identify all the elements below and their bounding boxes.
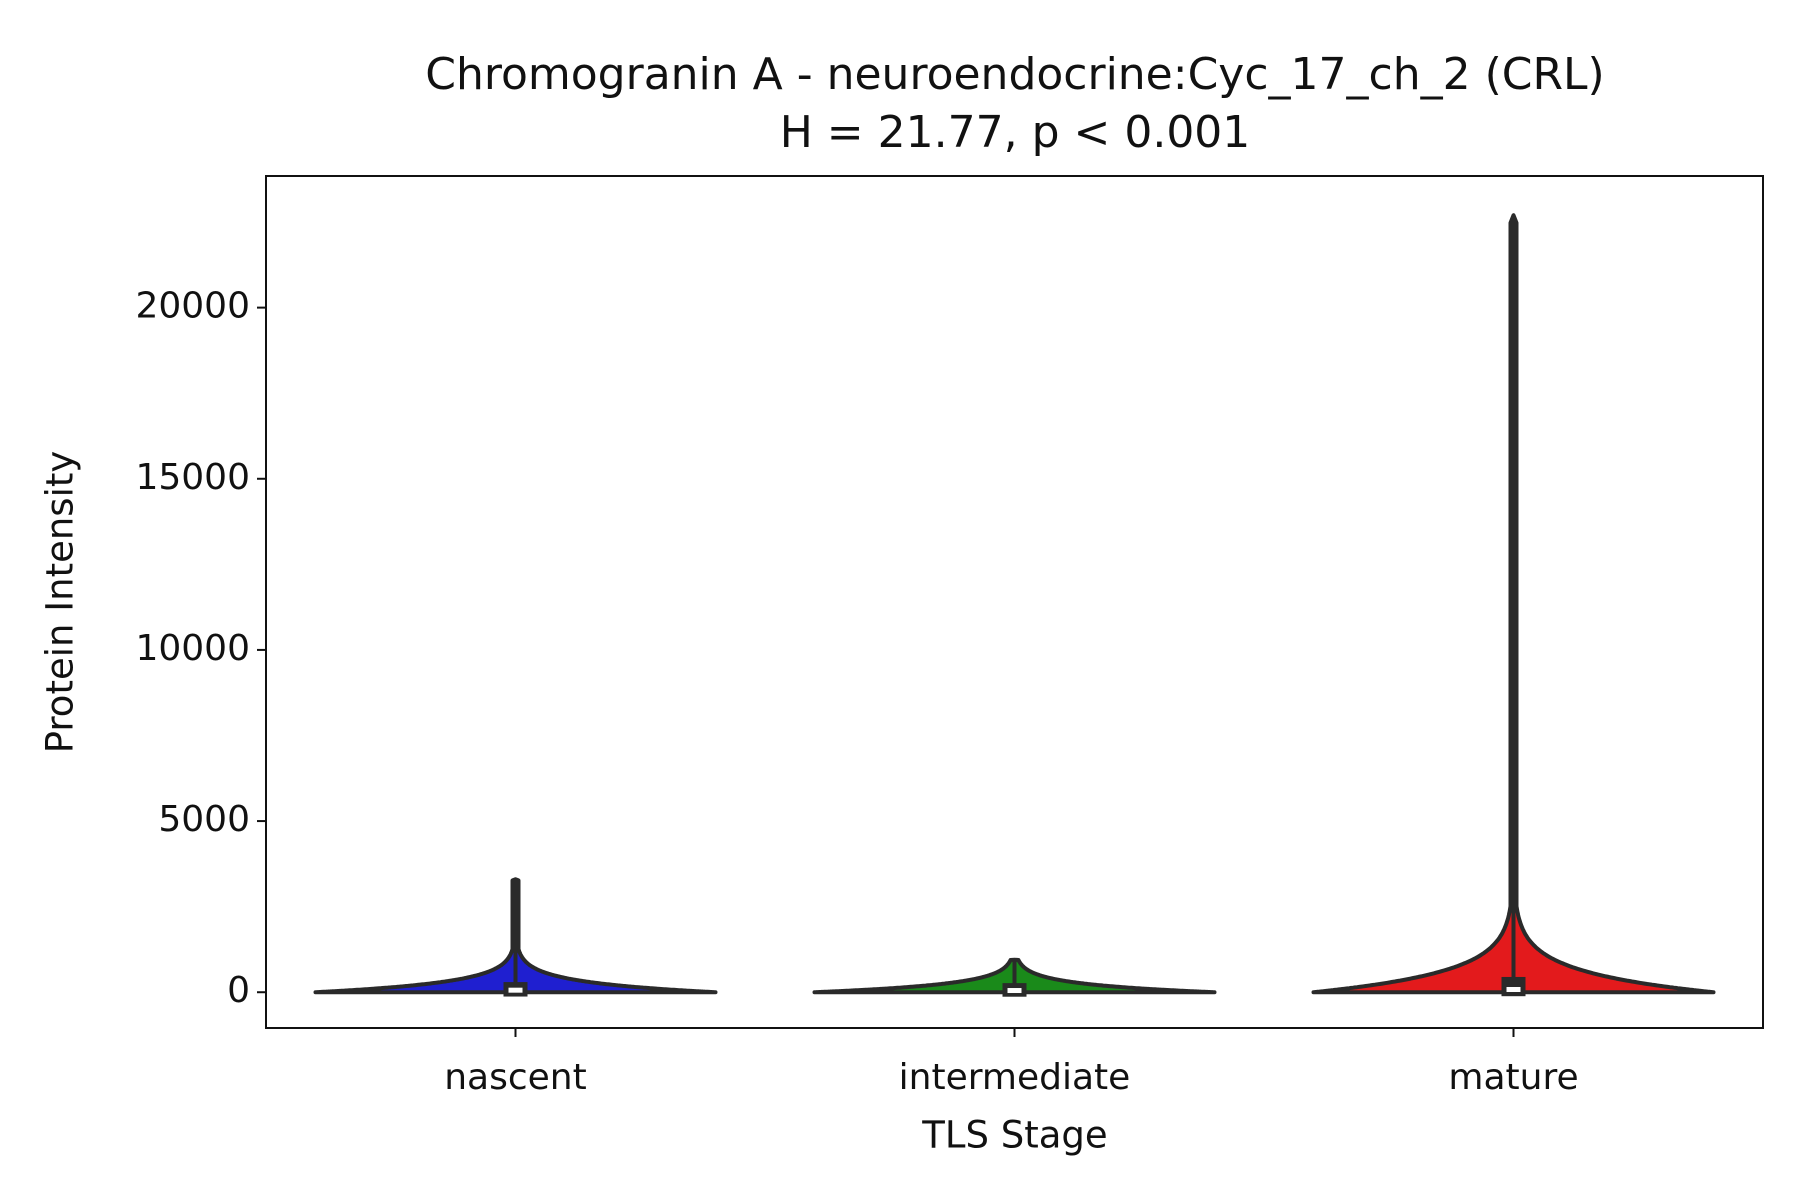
x-axis-label: TLS Stage (921, 1114, 1107, 1157)
y-axis-label: Protein Intensity (39, 451, 82, 754)
x-tick-label: mature (1448, 1057, 1578, 1098)
y-tick-label: 20000 (135, 286, 250, 327)
chart-subtitle: H = 21.77, p < 0.001 (780, 107, 1251, 158)
y-tick-label: 10000 (135, 628, 250, 669)
y-tick-label: 15000 (135, 457, 250, 498)
plot-frame (265, 175, 1764, 1029)
chart-title: Chromogranin A - neuroendocrine:Cyc_17_c… (425, 49, 1604, 100)
y-tick-label: 0 (227, 970, 250, 1011)
x-tick-label: intermediate (899, 1057, 1131, 1098)
x-tick-label: nascent (444, 1057, 587, 1098)
y-tick-label: 5000 (158, 799, 250, 840)
